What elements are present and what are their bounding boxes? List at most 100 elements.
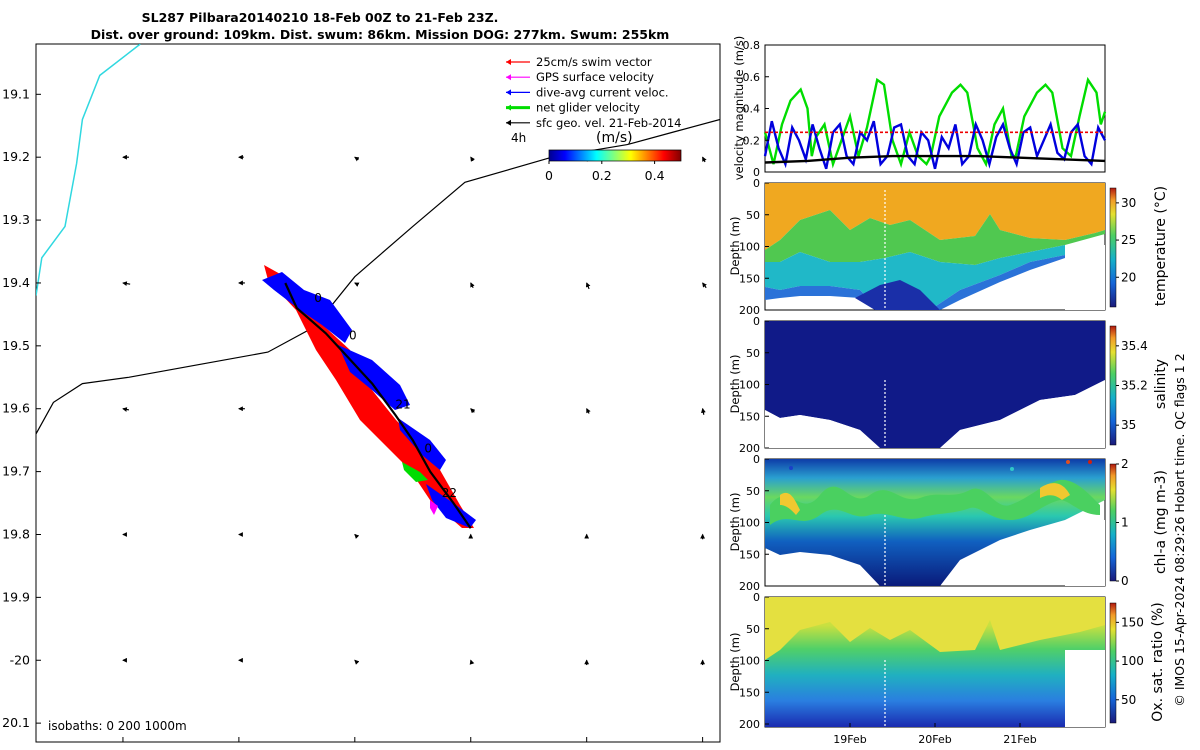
date-tick-label: 20Feb [918,733,951,746]
depth-tick-label: 0 [753,177,760,190]
salinity-colorbar [1109,325,1117,446]
depth-tick-label: 50 [746,485,760,498]
oxygen-colorbar [1109,602,1117,724]
speed-colorbar [548,149,682,162]
map-ytick-label: 19.4 [2,275,30,290]
map-xtick-label: 115.8 [221,747,257,750]
date-tick-label: 19Feb [833,733,866,746]
isobath-200m-line [36,118,720,435]
chl-panel: 0 50 100 150 200 Depth (m) 0 1 2 chl-a (mg m-3… [728,453,1169,593]
map-xtick-label: 116.6 [685,747,721,750]
geostrophic-vector [354,533,360,540]
depth-tick-label: 200 [739,442,760,455]
depth-tick-label: 100 [739,655,760,668]
colorbar-tick-label: 1 [1121,516,1129,530]
velocity-series-line [763,120,1107,170]
velocity-ytick-label: 0.2 [743,134,761,147]
geostrophic-vector [585,282,591,290]
depth-tick-label: 150 [739,410,760,423]
temperature-ylabel: Depth (m) [728,217,742,276]
chl-ylabel: Depth (m) [728,493,742,552]
geostrophic-vector [586,408,591,414]
depth-tick-label: 100 [739,517,760,530]
day-label: 21 [395,398,410,412]
colorbar-tick-label: 50 [1121,693,1136,707]
velocity-ylabel: velocity magnitude (m/s) [732,36,746,181]
velocity-frame [764,44,1106,173]
isobath-0m-line [36,44,141,296]
map-ytick-label: 19.5 [2,338,30,353]
legend-swatch-head [506,74,511,81]
colorbar-tick-label: 0 [1121,574,1129,588]
legend-swatch-head [506,119,511,126]
depth-tick-label: 50 [746,623,760,636]
velocity-ytick-label: 0.4 [743,103,761,116]
day-label: 22 [442,486,457,500]
geostrophic-vector [354,659,360,665]
legend-label: net glider velocity [536,101,640,115]
legend-swatch-head [506,104,511,111]
oxygen-panel: 0 50 100 150 200 Depth (m) 50 100 150 Ox. sat.… [728,591,1166,746]
temperature-colorbar [1109,187,1117,308]
salinity-ylabel: Depth (m) [728,355,742,414]
chl-colorbar [1109,463,1117,582]
colorbar-tick-label: 150 [1121,615,1144,629]
geostrophic-vector [470,156,475,162]
depth-tick-label: 0 [753,453,760,466]
glider-track-line [284,282,472,529]
geostrophic-vector [702,282,707,289]
legend-label: 25cm/s swim vector [536,55,652,69]
depth-tick-label: 100 [739,379,760,392]
map-ytick-label: 19.1 [2,86,30,101]
velocity-series-line [764,154,1106,164]
depth-tick-label: 50 [746,209,760,222]
colorbar-tick-label: 25 [1121,233,1136,247]
day-label: 0 [349,329,357,343]
temperature-panel: 0 50 100 150 200 Depth (m) 20 25 30 temperatur… [728,177,1169,317]
depth-tick-label: 0 [753,315,760,328]
day-label: 0 [314,291,322,305]
geostrophic-vector [470,408,476,414]
geostrophic-vector [701,407,706,415]
credit-text: © IMOS 15-Apr-2024 08:29:26 Hobart time.… [1172,353,1187,706]
velocity-ytick-label: 0 [753,166,760,179]
geostrophic-vector [702,156,707,163]
map-ytick-label: 19.2 [2,149,30,164]
legend-label: GPS surface velocity [536,70,654,84]
colorbar-tick-label: 35 [1121,418,1136,432]
map-xtick-label: 116.4 [569,747,605,750]
depth-tick-label: 100 [739,241,760,254]
legend-swatch-head [506,89,511,96]
map-ytick-label: -20 [10,652,30,667]
geostrophic-vector [354,282,360,287]
legend-swatch-head [506,59,511,65]
map-xtick-label: 116.2 [453,747,489,750]
geostrophic-vector [122,407,130,412]
colorbar-tick-label: 35.4 [1121,339,1148,353]
colorbar-tick-label: 2 [1121,457,1129,471]
map-ytick-label: 19.9 [2,589,30,604]
map-ytick-label: 19.3 [2,212,30,227]
geostrophic-vector [122,281,131,286]
depth-tick-label: 200 [739,580,760,593]
day-labels: 0 0 21 0 22 [314,291,457,500]
isobaths-label: isobaths: 0 200 1000m [48,719,187,733]
depth-tick-label: 150 [739,272,760,285]
map-xtick-label: 115.6 [105,747,141,750]
speed-colorbar-tick-label: 0.4 [645,168,665,183]
glider-velocity-swath [262,265,476,528]
legend-label: sfc geo. vel. 21-Feb-2014 [536,116,682,130]
colorbar-units: (m/s) [596,130,633,146]
map-ytick-label: 19.8 [2,526,30,541]
velocity-ytick-label: 0.8 [743,39,761,52]
figure-title: SL287 Pilbara20140210 18-Feb 00Z to 21-F… [141,10,499,25]
colorbar-tick-label: 35.2 [1121,379,1148,393]
speed-colorbar-tick-label: 0.2 [592,168,612,183]
temperature-colorbar-label: temperature (°C) [1153,186,1169,306]
track-map-panel: 0 0 21 0 22 115.6 115.8 116 116.2 116.4 116.6 19.… [2,43,721,750]
legend-label: dive-avg current veloc. [536,85,669,99]
map-xtick-label: 116 [343,747,367,750]
speed-colorbar-tick-label: 0 [545,168,553,183]
salinity-panel: 0 50 100 150 200 Depth (m) 35 35.2 35.4 salini… [728,315,1169,455]
